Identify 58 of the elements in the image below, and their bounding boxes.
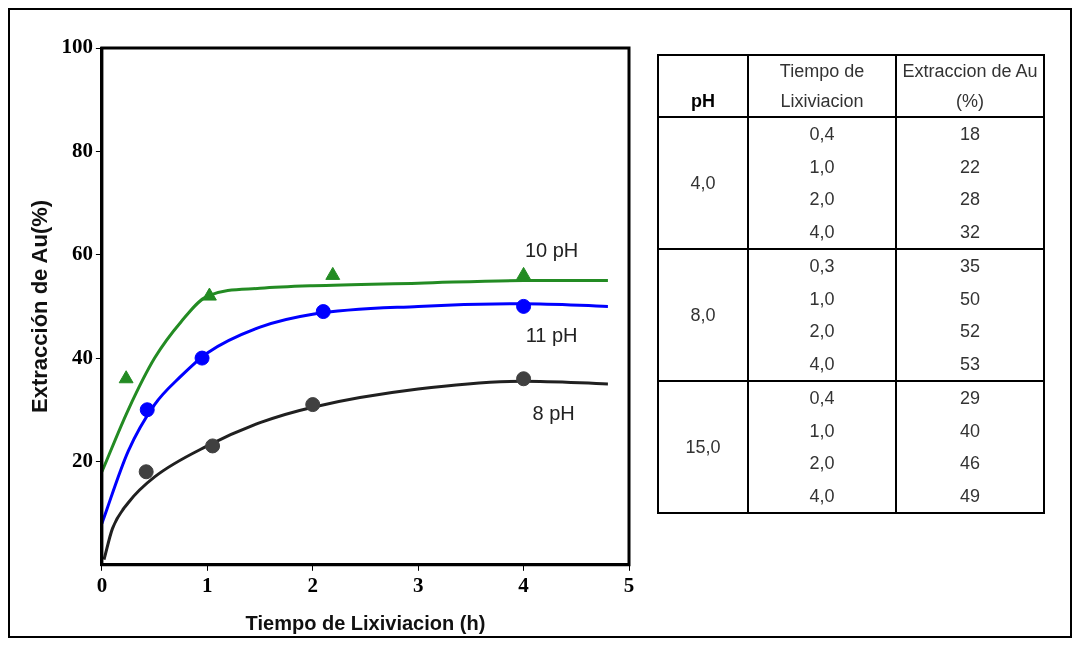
text: 49 bbox=[958, 484, 981, 508]
text: 40 bbox=[958, 419, 981, 443]
text: 1,0 bbox=[808, 287, 836, 311]
y-tick-label: 20 bbox=[71, 447, 93, 472]
series-label: 11 pH bbox=[525, 323, 578, 346]
text: 18 bbox=[958, 123, 981, 146]
y-tick-label: 60 bbox=[71, 241, 93, 266]
text: 8,0 bbox=[658, 249, 749, 381]
text: 4,0 bbox=[658, 117, 749, 249]
x-tick-label: 1 bbox=[202, 572, 213, 597]
point bbox=[138, 464, 154, 480]
y-axis-title: Extracción de Au(%) bbox=[27, 199, 53, 413]
point bbox=[202, 287, 217, 301]
point bbox=[516, 371, 532, 387]
text: 0,4 bbox=[808, 387, 836, 410]
text: Extraccion de Au (%) bbox=[895, 55, 1044, 117]
text: 52 bbox=[958, 320, 981, 343]
x-tick-label: 3 bbox=[412, 572, 424, 597]
text: 1,0 bbox=[808, 155, 836, 179]
text: 4,0 bbox=[808, 352, 836, 376]
text: 2,0 bbox=[808, 452, 836, 475]
text: 2,0 bbox=[808, 320, 836, 343]
y-tick-label: 40 bbox=[71, 344, 93, 369]
text: 50 bbox=[958, 287, 981, 311]
y-tick-label: 100 bbox=[61, 34, 93, 59]
x-tick-label: 5 bbox=[623, 572, 635, 597]
text: 15,0 bbox=[658, 381, 749, 513]
point bbox=[325, 266, 341, 280]
point bbox=[118, 370, 134, 384]
text: 0,4 bbox=[808, 123, 836, 146]
text: 22 bbox=[958, 155, 981, 179]
point bbox=[205, 438, 221, 454]
series-label: 10 pH bbox=[524, 238, 579, 261]
text: pH bbox=[658, 55, 749, 117]
text: 35 bbox=[958, 255, 981, 278]
text: 29 bbox=[958, 387, 981, 410]
x-axis-title: Tiempo de Lixiviacion (h) bbox=[245, 611, 486, 634]
text: 32 bbox=[958, 220, 981, 244]
text: 4,0 bbox=[808, 220, 836, 244]
point bbox=[305, 397, 321, 413]
text: 46 bbox=[958, 452, 981, 475]
x-tick-label: 4 bbox=[518, 572, 530, 597]
text: 28 bbox=[958, 188, 981, 211]
x-tick-label: 2 bbox=[307, 572, 318, 597]
text: 1,0 bbox=[808, 419, 836, 443]
point bbox=[194, 350, 210, 366]
text: 53 bbox=[958, 352, 981, 376]
point bbox=[516, 298, 532, 314]
point bbox=[315, 304, 331, 320]
text: 4,0 bbox=[808, 484, 836, 508]
text: 0,3 bbox=[808, 255, 836, 278]
point bbox=[139, 402, 155, 418]
x-tick-label: 0 bbox=[96, 572, 108, 597]
series-label: 8 pH bbox=[532, 402, 575, 425]
text: 2,0 bbox=[808, 188, 836, 211]
point bbox=[516, 266, 532, 280]
y-tick-label: 80 bbox=[71, 137, 93, 162]
text: Tiempo de Lixiviacion bbox=[748, 55, 896, 117]
